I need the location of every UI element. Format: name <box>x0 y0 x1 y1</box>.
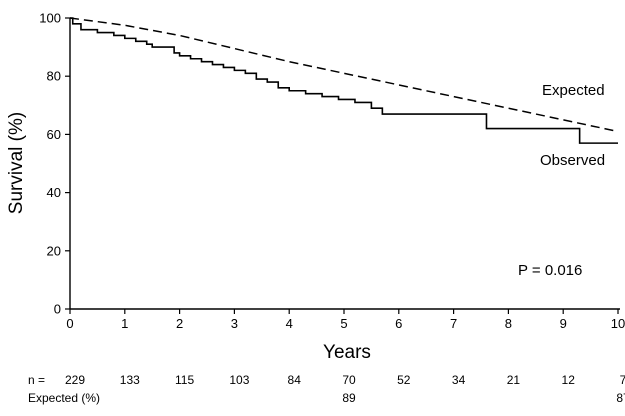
y-axis-title: Survival (%) <box>6 112 27 214</box>
risk-table-n-value: 52 <box>397 373 411 387</box>
x-tick-label: 4 <box>286 316 293 331</box>
expected-series-line <box>69 17 619 133</box>
series-lines <box>69 17 619 144</box>
risk-table-n-value: 70 <box>342 373 356 387</box>
y-tick-label: 100 <box>39 11 61 26</box>
risk-table-expected-label: Expected (%) <box>28 391 100 405</box>
expected-series-label: Expected <box>542 82 605 99</box>
risk-table-n-value: 84 <box>288 373 302 387</box>
risk-table-n-value: 34 <box>452 373 466 387</box>
risk-table-values: 229 133 115 103 84 70 52 34 21 12 7 89 87 <box>65 373 625 405</box>
x-tick-label: 8 <box>505 316 512 331</box>
x-tick-label: 10 <box>611 316 625 331</box>
risk-table-n-value: 21 <box>507 373 521 387</box>
p-value-annotation: P = 0.016 <box>518 262 582 279</box>
risk-table-n-value: 115 <box>175 373 194 387</box>
x-tick-label: 6 <box>395 316 402 331</box>
risk-table-n-value: 7 <box>620 373 625 387</box>
risk-table-n-value: 133 <box>120 373 140 387</box>
risk-table-n-value: 103 <box>229 373 249 387</box>
y-tick-label: 80 <box>47 69 61 84</box>
y-tick-label: 0 <box>54 302 61 317</box>
y-tick-label: 40 <box>47 185 61 200</box>
risk-table-n-value: 229 <box>65 373 85 387</box>
x-tick-label: 5 <box>340 316 347 331</box>
x-tick-label: 2 <box>176 316 183 331</box>
axes <box>69 18 620 310</box>
x-axis-title: Years <box>323 342 371 363</box>
x-tick-label: 9 <box>560 316 567 331</box>
x-tick-label: 1 <box>121 316 128 331</box>
risk-table-expected-value: 89 <box>342 391 356 405</box>
risk-table-n-value: 12 <box>562 373 576 387</box>
observed-series-line <box>70 17 618 144</box>
ticks: 0 20 40 60 80 100 0 1 2 3 4 5 6 7 8 9 10 <box>39 11 625 332</box>
risk-table-expected-value: 87 <box>616 391 625 405</box>
risk-table-n-label: n = <box>28 373 45 387</box>
x-tick-label: 3 <box>231 316 238 331</box>
y-tick-label: 60 <box>47 127 61 142</box>
observed-series-label: Observed <box>540 152 605 169</box>
x-tick-label: 7 <box>450 316 457 331</box>
x-tick-label: 0 <box>66 316 73 331</box>
y-tick-label: 20 <box>47 243 61 258</box>
